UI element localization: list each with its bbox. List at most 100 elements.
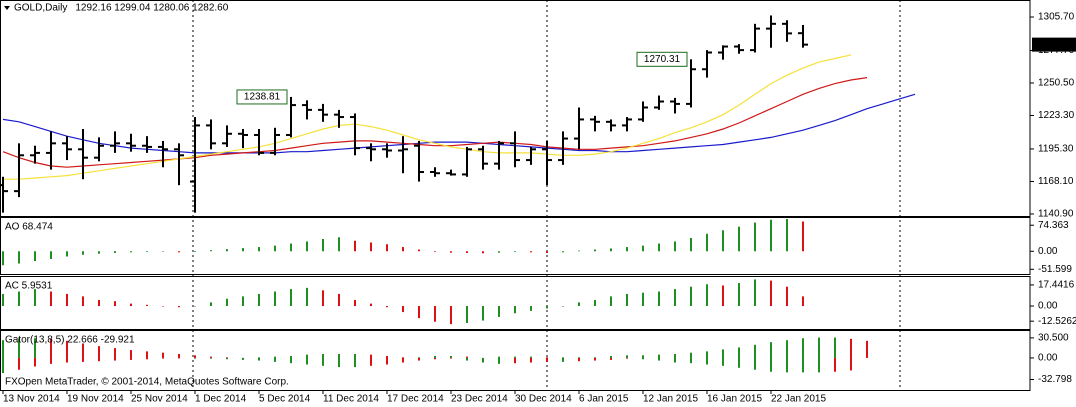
histogram-bar	[290, 355, 292, 358]
histogram-bar	[2, 293, 4, 307]
x-tick-label: 23 Dec 2014	[451, 394, 508, 405]
histogram-bar	[66, 340, 68, 358]
histogram-bar	[610, 248, 612, 252]
histogram-bar	[418, 249, 420, 252]
histogram-bar	[674, 289, 676, 307]
histogram-bar	[50, 357, 52, 364]
histogram-bar	[194, 306, 196, 307]
histogram-bar	[82, 296, 84, 307]
histogram-bar	[18, 357, 20, 370]
y-tick-label: 1305.70	[1038, 12, 1075, 23]
histogram-bar	[66, 357, 68, 363]
histogram-bar	[578, 302, 580, 307]
histogram-bar	[434, 355, 436, 358]
x-tick-label: 1 Dec 2014	[195, 394, 247, 405]
histogram-bar	[34, 338, 36, 358]
y-tick-label: -12.5262	[1038, 316, 1076, 327]
histogram-bar	[690, 357, 692, 364]
histogram-bar	[738, 357, 740, 368]
current-price-box	[1032, 37, 1076, 52]
histogram-bar	[498, 306, 500, 317]
histogram-bar	[242, 248, 244, 252]
x-tick-label: 12 Jan 2015	[643, 394, 698, 405]
x-tick-label: 16 Jan 2015	[707, 394, 762, 405]
histogram-bar	[130, 303, 132, 307]
window-menu-icon[interactable]	[4, 6, 10, 10]
histogram-bar	[754, 279, 756, 307]
histogram-bar	[354, 299, 356, 307]
histogram-bar	[578, 357, 580, 362]
histogram-bar	[162, 306, 164, 307]
copyright: FXOpen MetaTrader, © 2001-2014, MetaQuot…	[5, 377, 289, 388]
histogram-bar	[338, 237, 340, 252]
histogram-bar	[658, 354, 660, 358]
histogram-bar	[754, 344, 756, 358]
histogram-bar	[146, 357, 148, 360]
histogram-bar	[146, 251, 148, 252]
histogram-bar	[258, 357, 260, 358]
histogram-bar	[658, 243, 660, 252]
histogram-bar	[434, 251, 436, 252]
x-tick-label: 17 Dec 2014	[387, 394, 444, 405]
histogram-bar	[834, 357, 836, 372]
histogram-bar	[210, 357, 212, 359]
histogram-bar	[178, 357, 180, 359]
histogram-bar	[546, 306, 548, 309]
histogram-bar	[274, 357, 276, 362]
histogram-bar	[18, 338, 20, 358]
histogram-bar	[402, 247, 404, 252]
histogram-bar	[818, 337, 820, 358]
histogram-bar	[66, 251, 68, 257]
histogram-bar	[418, 357, 420, 361]
x-tick-label: 22 Jan 2015	[771, 394, 826, 405]
x-tick-label: 19 Nov 2014	[67, 394, 124, 405]
histogram-bar	[610, 357, 612, 360]
histogram-bar	[82, 343, 84, 358]
histogram-bar	[770, 357, 772, 372]
histogram-bar	[754, 222, 756, 252]
histogram-bar	[770, 342, 772, 358]
histogram-bar	[194, 357, 196, 359]
histogram-bar	[610, 296, 612, 307]
y-tick-label: -51.599	[1038, 264, 1072, 275]
histogram-bar	[162, 357, 164, 359]
histogram-bar	[114, 348, 116, 358]
moving-average-line	[2, 77, 868, 168]
histogram-bar	[162, 352, 164, 358]
histogram-bar	[594, 357, 596, 361]
histogram-bar	[18, 251, 20, 264]
histogram-bar	[802, 221, 804, 252]
histogram-bar	[626, 247, 628, 252]
histogram-bar	[562, 251, 564, 253]
histogram-bar	[402, 357, 404, 363]
histogram-bar	[850, 357, 852, 371]
y-tick-label: 1140.90	[1038, 209, 1074, 220]
histogram-bar	[546, 251, 548, 253]
ohlc-info: 1292.16 1299.04 1280.06 1282.60	[75, 3, 228, 14]
histogram-bar	[306, 241, 308, 252]
y-tick-label: 1168.10	[1038, 176, 1074, 187]
histogram-bar	[674, 357, 676, 363]
histogram-bar	[50, 338, 52, 358]
histogram-bar	[434, 357, 436, 360]
y-tick-label: 0.00	[1038, 246, 1058, 257]
histogram-bar	[706, 284, 708, 307]
histogram-bar	[786, 286, 788, 307]
y-tick-label: 17.4416	[1038, 280, 1075, 291]
histogram-bar	[658, 291, 660, 307]
histogram-bar	[850, 338, 852, 358]
histogram-bar	[546, 357, 548, 362]
current-price-label: 1282.60	[1036, 39, 1073, 50]
histogram-bar	[354, 240, 356, 252]
histogram-bar	[818, 357, 820, 373]
histogram-bar	[690, 237, 692, 252]
histogram-bar	[386, 355, 388, 358]
histogram-bar	[386, 357, 388, 365]
histogram-bar	[802, 357, 804, 373]
histogram-bar	[322, 239, 324, 252]
histogram-bar	[770, 219, 772, 252]
histogram-bar	[482, 357, 484, 363]
histogram-bar	[738, 283, 740, 307]
histogram-bar	[482, 251, 484, 254]
